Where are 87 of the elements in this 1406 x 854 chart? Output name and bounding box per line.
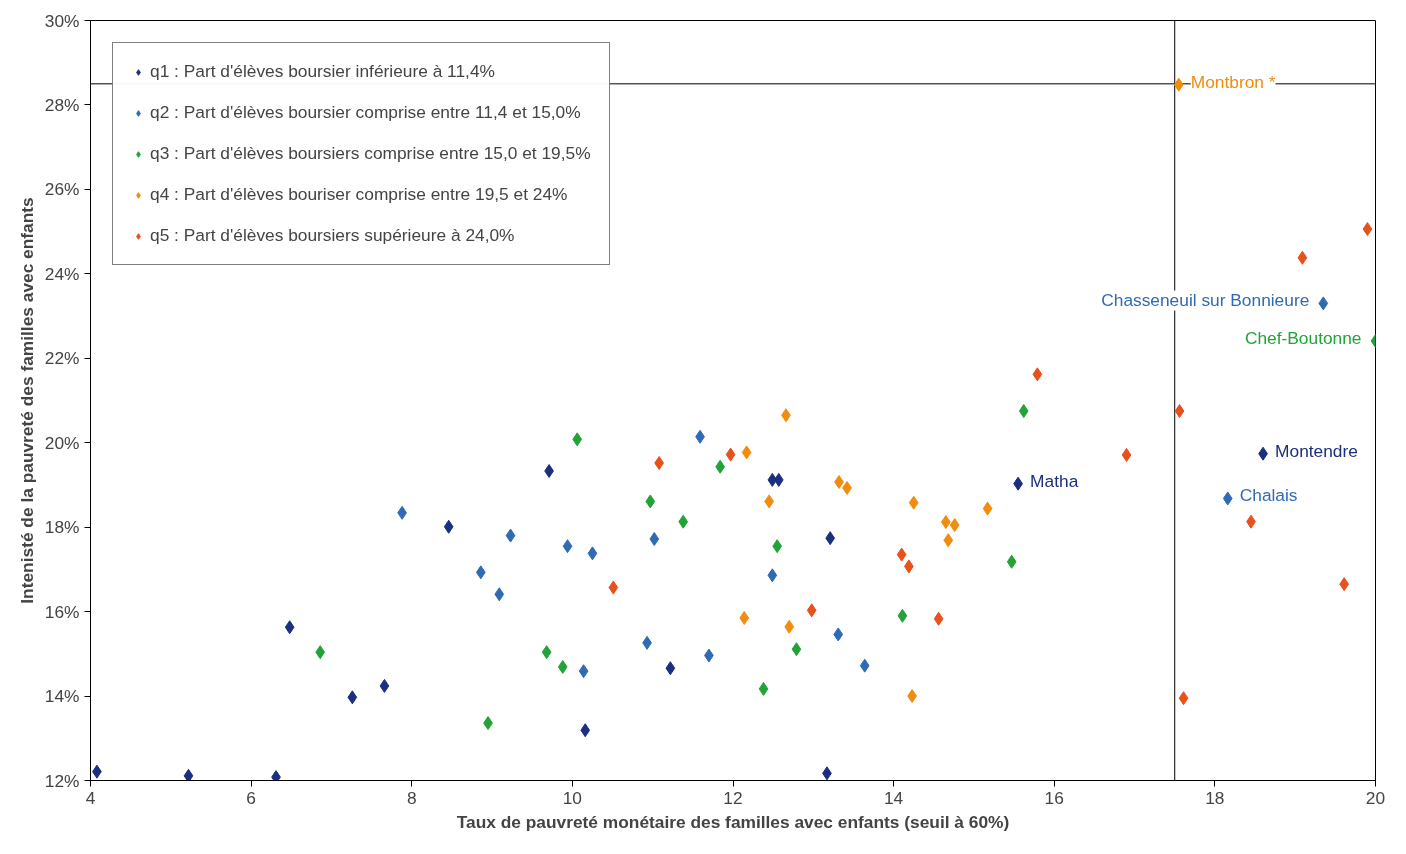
x-tick-label: 6 bbox=[246, 787, 256, 808]
legend-label: q2 : Part d'élèves boursier comprise entre 11,4 et 15,0% bbox=[150, 102, 581, 123]
point bbox=[806, 603, 817, 618]
point bbox=[183, 768, 194, 781]
data-label: Chalais bbox=[1239, 485, 1298, 506]
legend-label: q3 : Part d'élèves boursiers comprise entre 15,0 et 19,5% bbox=[150, 143, 591, 164]
point bbox=[933, 611, 944, 626]
point bbox=[649, 531, 660, 546]
point bbox=[557, 659, 568, 674]
data-label: Matha bbox=[1030, 470, 1079, 491]
point bbox=[284, 620, 295, 635]
y-tick-label: 28% bbox=[44, 94, 80, 115]
legend-label: q1 : Part d'élèves boursier inférieure à 11,4% bbox=[150, 61, 495, 82]
point bbox=[315, 645, 326, 660]
y-tick-label: 26% bbox=[44, 179, 80, 200]
point bbox=[772, 539, 783, 554]
point bbox=[665, 661, 676, 676]
point bbox=[1006, 554, 1017, 569]
point bbox=[943, 533, 954, 548]
x-tick-label: 8 bbox=[406, 787, 417, 808]
point bbox=[1297, 250, 1308, 265]
point bbox=[791, 642, 802, 657]
point bbox=[784, 619, 795, 634]
point bbox=[833, 627, 844, 642]
point bbox=[1174, 404, 1185, 419]
point bbox=[1222, 491, 1233, 506]
y-tick-label: 12% bbox=[44, 770, 80, 791]
point bbox=[271, 770, 281, 781]
point bbox=[767, 568, 778, 583]
point bbox=[896, 547, 907, 562]
point bbox=[443, 519, 454, 534]
point bbox=[725, 447, 736, 462]
data-label: Montbron * bbox=[1190, 71, 1276, 92]
point bbox=[940, 515, 951, 530]
data-label: Chef-Boutonne bbox=[1244, 327, 1362, 348]
x-tick-label: 18 bbox=[1205, 787, 1225, 808]
point bbox=[379, 678, 390, 693]
point bbox=[608, 580, 619, 595]
point bbox=[758, 681, 769, 696]
point bbox=[1178, 691, 1189, 706]
legend-label: q4 : Part d'élèves bouriser comprise entre 19,5 et 24% bbox=[150, 184, 568, 205]
data-label: Montendre bbox=[1275, 440, 1358, 461]
point bbox=[580, 723, 591, 738]
point bbox=[908, 495, 919, 510]
point bbox=[859, 658, 870, 673]
x-tick-label: 20 bbox=[1365, 787, 1386, 808]
point bbox=[562, 539, 573, 554]
y-tick-label: 16% bbox=[44, 601, 80, 622]
point bbox=[949, 518, 960, 533]
point bbox=[1032, 367, 1043, 382]
y-tick-label: 14% bbox=[44, 686, 80, 707]
point bbox=[645, 494, 656, 509]
point bbox=[1121, 447, 1132, 462]
x-tick-label: 16 bbox=[1044, 787, 1064, 808]
y-tick-label: 24% bbox=[44, 263, 80, 284]
point bbox=[773, 472, 784, 487]
point bbox=[739, 610, 750, 625]
point bbox=[475, 565, 486, 580]
point bbox=[1318, 296, 1329, 311]
x-tick-label: 4 bbox=[85, 787, 96, 808]
point bbox=[897, 608, 908, 623]
point bbox=[587, 546, 598, 561]
point bbox=[572, 432, 583, 447]
data-label: Chasseneuil sur Bonnieure bbox=[1101, 290, 1310, 311]
y-axis-title: Intenisté de la pauvreté des familles avec enfants bbox=[16, 197, 37, 604]
x-tick-label: 14 bbox=[883, 787, 904, 808]
point bbox=[1339, 577, 1350, 592]
point bbox=[1018, 404, 1029, 419]
point bbox=[578, 664, 589, 679]
y-tick-label: 18% bbox=[44, 517, 80, 538]
point bbox=[541, 645, 552, 660]
point bbox=[825, 531, 836, 546]
x-tick-label: 12 bbox=[723, 787, 743, 808]
y-tick-label: 30% bbox=[44, 10, 80, 31]
x-axis-title: Taux de pauvreté monétaire des familles avec enfants (seuil à 60%) bbox=[456, 811, 1010, 832]
point bbox=[1173, 77, 1184, 92]
point bbox=[982, 501, 993, 516]
point bbox=[505, 528, 516, 543]
x-tick-label: 10 bbox=[562, 787, 583, 808]
point bbox=[741, 445, 752, 460]
legend-label: q5 : Part d'élèves boursiers supérieure à 24,0% bbox=[150, 225, 515, 246]
y-tick-label: 20% bbox=[44, 432, 80, 453]
point bbox=[494, 587, 505, 602]
point bbox=[678, 514, 689, 529]
point bbox=[1362, 222, 1373, 237]
point bbox=[347, 690, 358, 705]
y-tick-label: 22% bbox=[44, 348, 80, 369]
